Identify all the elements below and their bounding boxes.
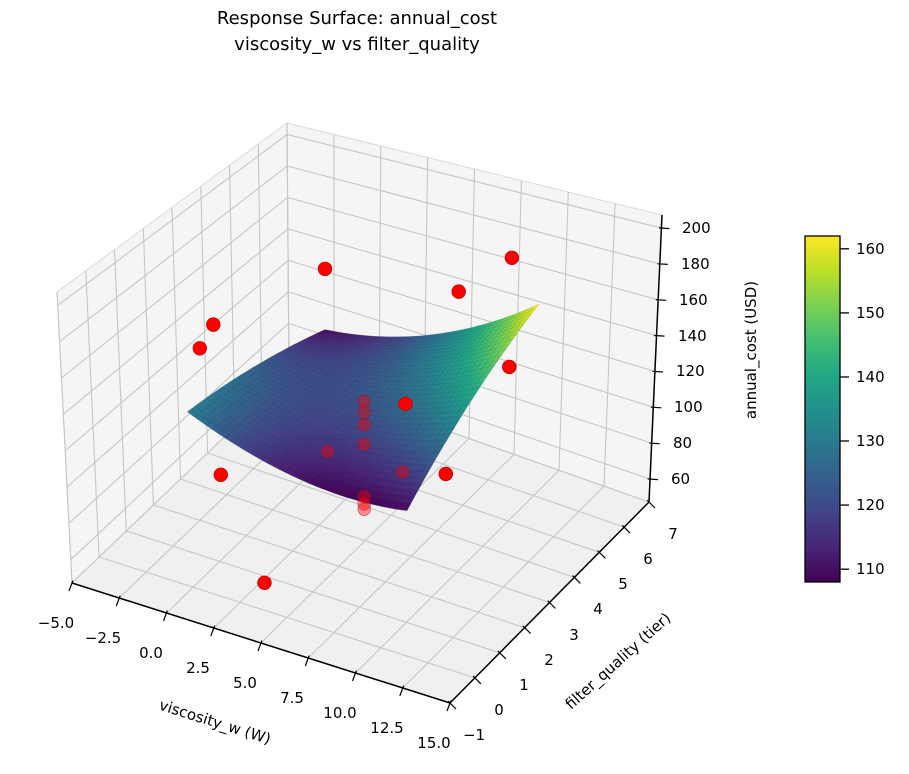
data-point xyxy=(502,359,517,375)
svg-text:5.0: 5.0 xyxy=(233,674,257,692)
svg-text:160: 160 xyxy=(679,291,708,309)
svg-text:130: 130 xyxy=(856,432,885,450)
svg-text:80: 80 xyxy=(673,434,692,452)
svg-text:2: 2 xyxy=(544,651,554,669)
scatter-points xyxy=(192,250,520,591)
data-point xyxy=(206,317,221,332)
svg-text:−1: −1 xyxy=(463,726,485,744)
svg-text:160: 160 xyxy=(856,240,885,258)
svg-text:150: 150 xyxy=(856,304,885,322)
data-point-occluded xyxy=(357,437,372,452)
svg-text:−5.0: −5.0 xyxy=(38,614,74,632)
z-axis-label: annual_cost (USD) xyxy=(742,280,760,420)
svg-text:140: 140 xyxy=(856,368,885,386)
svg-text:4: 4 xyxy=(593,600,603,618)
svg-text:12.5: 12.5 xyxy=(370,719,403,737)
data-point xyxy=(213,467,229,483)
colorbar-gradient xyxy=(804,235,841,583)
svg-text:10.0: 10.0 xyxy=(323,704,356,722)
svg-text:180: 180 xyxy=(681,255,710,273)
data-point xyxy=(317,261,333,277)
data-point-occluded xyxy=(357,489,372,504)
data-point-occluded xyxy=(357,502,372,517)
data-point xyxy=(257,575,272,591)
data-point-occluded xyxy=(320,444,335,459)
data-point-occluded xyxy=(357,417,372,432)
surface-mesh xyxy=(187,303,540,511)
svg-text:120: 120 xyxy=(856,496,885,514)
svg-text:2.5: 2.5 xyxy=(186,659,210,677)
svg-text:100: 100 xyxy=(674,398,703,416)
x-axis-ticks: −5.0 −2.5 0.0 2.5 5.0 7.5 10.0 12.5 15.0 xyxy=(38,580,452,752)
colorbar: 110 120 130 140 150 160 xyxy=(804,235,885,583)
svg-text:5: 5 xyxy=(618,575,628,593)
svg-text:120: 120 xyxy=(676,362,705,380)
svg-text:200: 200 xyxy=(682,219,711,237)
svg-text:0.0: 0.0 xyxy=(139,644,163,662)
data-point-occluded xyxy=(357,405,372,420)
svg-text:7.5: 7.5 xyxy=(280,689,304,707)
svg-text:140: 140 xyxy=(678,327,707,345)
svg-text:0: 0 xyxy=(494,701,504,719)
svg-text:7: 7 xyxy=(668,525,678,543)
svg-text:15.0: 15.0 xyxy=(417,734,450,752)
data-point xyxy=(504,250,520,265)
chart-title: Response Surface: annual_cost viscosity_… xyxy=(216,8,498,55)
z-axis-ticks: 60 80 100 120 140 160 180 200 xyxy=(647,219,711,488)
data-point-occluded xyxy=(357,394,372,409)
data-point xyxy=(398,396,413,412)
data-point-occluded xyxy=(357,497,372,511)
data-point xyxy=(438,466,454,482)
svg-text:110: 110 xyxy=(856,560,885,578)
svg-text:3: 3 xyxy=(569,626,579,644)
svg-text:−2.5: −2.5 xyxy=(85,629,121,647)
data-point xyxy=(451,284,466,299)
data-point xyxy=(192,341,208,356)
svg-text:60: 60 xyxy=(671,470,690,488)
svg-text:6: 6 xyxy=(643,550,653,568)
data-point-occluded xyxy=(395,465,410,479)
svg-text:1: 1 xyxy=(519,676,529,694)
